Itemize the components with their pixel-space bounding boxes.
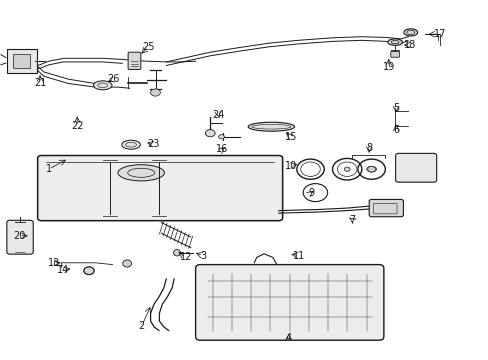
Text: 1: 1 [46, 164, 52, 174]
FancyBboxPatch shape [368, 199, 403, 217]
Text: 11: 11 [292, 251, 305, 261]
FancyBboxPatch shape [128, 52, 141, 69]
Text: 21: 21 [34, 78, 46, 88]
Text: 5: 5 [392, 103, 398, 113]
Ellipse shape [122, 260, 131, 267]
Text: 22: 22 [71, 121, 83, 131]
Text: 7: 7 [348, 215, 354, 225]
FancyBboxPatch shape [195, 265, 383, 340]
Text: 16: 16 [216, 144, 228, 154]
Text: 19: 19 [382, 62, 394, 72]
Text: 6: 6 [392, 125, 398, 135]
Text: 26: 26 [107, 74, 120, 84]
Text: 12: 12 [179, 252, 192, 262]
FancyBboxPatch shape [395, 153, 436, 182]
Text: 15: 15 [284, 132, 297, 142]
Ellipse shape [93, 81, 112, 90]
Circle shape [218, 135, 224, 139]
Text: 9: 9 [307, 188, 313, 198]
FancyBboxPatch shape [38, 156, 282, 221]
Text: 10: 10 [284, 161, 297, 171]
Text: 4: 4 [285, 333, 291, 343]
Text: 13: 13 [47, 258, 60, 268]
Ellipse shape [344, 167, 349, 171]
FancyBboxPatch shape [7, 49, 37, 73]
Text: 17: 17 [433, 29, 446, 39]
Ellipse shape [173, 249, 180, 256]
Text: 14: 14 [57, 265, 70, 275]
Text: 2: 2 [139, 321, 144, 331]
Ellipse shape [248, 122, 294, 131]
Text: 3: 3 [200, 251, 205, 261]
Text: 8: 8 [366, 143, 371, 153]
Text: 23: 23 [146, 139, 159, 149]
Ellipse shape [83, 267, 94, 275]
Ellipse shape [118, 165, 164, 181]
Text: 24: 24 [212, 110, 224, 120]
Ellipse shape [122, 140, 140, 149]
FancyBboxPatch shape [7, 220, 33, 254]
Circle shape [205, 130, 215, 137]
FancyBboxPatch shape [390, 51, 399, 57]
Text: 18: 18 [403, 40, 415, 50]
Text: 20: 20 [13, 231, 26, 241]
Ellipse shape [387, 39, 402, 45]
FancyBboxPatch shape [13, 54, 30, 68]
Circle shape [367, 166, 375, 172]
Ellipse shape [403, 29, 417, 36]
Circle shape [150, 89, 160, 96]
Text: 25: 25 [142, 42, 154, 52]
